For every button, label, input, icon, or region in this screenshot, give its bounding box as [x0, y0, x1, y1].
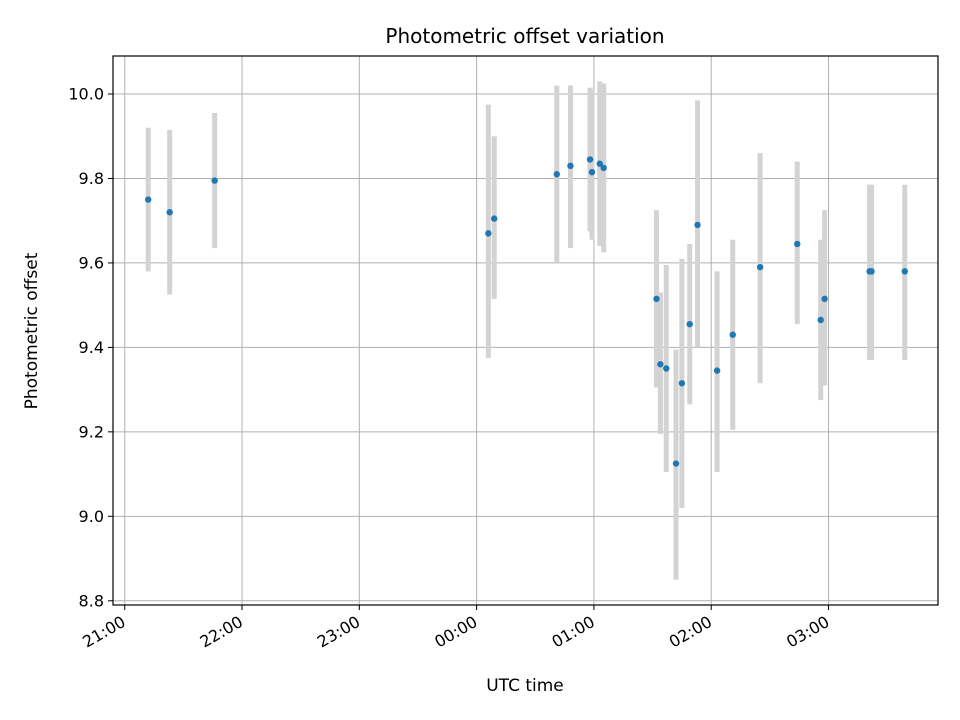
data-points: [144, 156, 908, 467]
data-point: [678, 380, 686, 387]
data-point: [653, 295, 660, 303]
x-tick-label: 03:00: [783, 612, 832, 652]
y-tick-label: 9.0: [79, 507, 104, 526]
data-point: [485, 230, 492, 237]
x-tick-label: 00:00: [431, 612, 480, 652]
data-point: [794, 240, 801, 248]
data-point: [596, 160, 603, 167]
x-tick-label: 23:00: [314, 612, 363, 652]
x-axis-label: UTC time: [486, 676, 564, 696]
data-point: [817, 316, 824, 324]
y-axis-ticks: 8.8 9.0 9.2 9.4 9.6 9.8 10.0: [68, 85, 113, 610]
y-tick-label: 9.4: [79, 338, 104, 357]
data-point: [586, 156, 594, 163]
x-axis-ticks: 21:00 22:00 23:00 00:00 01:00 02:00 03:00: [79, 605, 833, 652]
plot-area: [112, 55, 939, 606]
data-point: [901, 268, 908, 275]
y-tick-label: 9.8: [79, 169, 104, 188]
x-tick-label: 01:00: [548, 612, 597, 652]
data-point: [756, 263, 764, 271]
error-bars: [145, 81, 908, 580]
data-point: [166, 209, 173, 216]
x-tick-label: 02:00: [666, 612, 715, 652]
data-point: [553, 171, 560, 178]
data-point: [729, 331, 736, 338]
grid: [113, 56, 938, 605]
y-tick-label: 8.8: [79, 591, 104, 610]
y-tick-label: 10.0: [68, 85, 104, 104]
data-point: [144, 196, 152, 203]
data-point: [567, 162, 574, 169]
y-tick-label: 9.6: [79, 253, 104, 272]
y-tick-label: 9.2: [79, 422, 104, 441]
data-point: [821, 295, 828, 303]
data-point: [211, 177, 218, 184]
chart-title: Photometric offset variation: [385, 24, 664, 48]
data-point: [686, 320, 693, 328]
data-point: [694, 221, 701, 229]
x-tick-label: 21:00: [79, 612, 128, 652]
data-point: [657, 361, 664, 368]
data-point: [600, 164, 607, 172]
data-point: [491, 215, 498, 222]
x-tick-label: 22:00: [197, 612, 246, 652]
data-point: [868, 268, 875, 275]
data-point: [588, 168, 596, 176]
y-axis-label: Photometric offset: [22, 252, 42, 409]
data-point: [672, 460, 680, 467]
data-point: [663, 365, 670, 372]
data-point: [713, 367, 721, 374]
